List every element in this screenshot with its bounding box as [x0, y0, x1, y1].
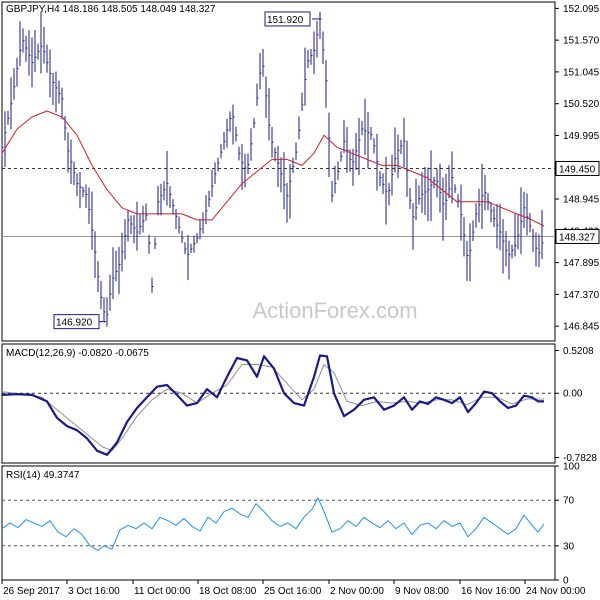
watermark: ActionForex.com	[252, 298, 417, 323]
rsi-line	[1, 497, 545, 551]
price-title: GBPJPY,H4 148.186 148.505 148.049 148.32…	[6, 4, 216, 15]
macd-y-tick-label: 0.00	[563, 389, 583, 400]
price-last-box	[555, 228, 600, 244]
moving-average-line	[1, 110, 545, 227]
macd-title: MACD(12,26,9) -0.0820 -0.0675	[6, 348, 149, 359]
macd-panel-frame	[1, 343, 556, 464]
macd-line	[1, 354, 544, 456]
price-y-tick-label: 152.095	[563, 4, 600, 15]
x-axis-tick-label: 18 Oct 08:00	[199, 586, 257, 597]
rsi-panel-frame	[1, 465, 556, 581]
price-level-dashed-box	[555, 160, 600, 176]
price-last-label: 148.327	[559, 232, 596, 243]
high-annotation-label: 151.920	[267, 15, 304, 26]
x-axis-tick-label: 26 Sep 2017	[3, 586, 60, 597]
price-level-dashed-label: 149.450	[559, 164, 596, 175]
x-axis-tick-label: 25 Oct 16:00	[264, 586, 322, 597]
price-y-tick-label: 146.845	[563, 322, 600, 333]
price-y-tick-label: 149.995	[563, 131, 600, 142]
rsi-y-tick-label: 70	[563, 496, 575, 507]
price-y-tick-label: 147.370	[563, 290, 600, 301]
price-y-tick-label: 151.570	[563, 36, 600, 47]
rsi-y-tick-label: 30	[563, 541, 575, 552]
x-axis-tick-label: 2 Nov 00:00	[330, 586, 384, 597]
x-axis-tick-label: 16 Nov 16:00	[461, 586, 521, 597]
rsi-title: RSI(14) 49.3747	[6, 470, 80, 481]
macd-y-tick-label: 0.5208	[563, 346, 594, 357]
x-axis-tick-label: 24 Nov 00:00	[526, 586, 586, 597]
rsi-y-tick-label: 0	[563, 576, 569, 587]
high-annotation-box	[264, 11, 311, 27]
price-y-tick-label: 150.520	[563, 99, 600, 110]
price-y-tick-label: 151.045	[563, 67, 600, 78]
rsi-y-tick-label: 100	[563, 462, 580, 473]
x-axis-tick-label: 3 Oct 16:00	[68, 586, 120, 597]
price-y-tick-label: 148.945	[563, 195, 600, 206]
low-annotation-label: 146.920	[56, 318, 93, 329]
macd-y-tick-label: -0.7828	[563, 453, 597, 464]
macd-signal-line	[1, 364, 544, 452]
low-annotation-box	[53, 314, 100, 330]
x-axis-tick-label: 11 Oct 00:00	[134, 586, 191, 597]
x-axis-tick-label: 9 Nov 08:00	[395, 586, 449, 597]
price-y-tick-label: 147.895	[563, 258, 600, 269]
